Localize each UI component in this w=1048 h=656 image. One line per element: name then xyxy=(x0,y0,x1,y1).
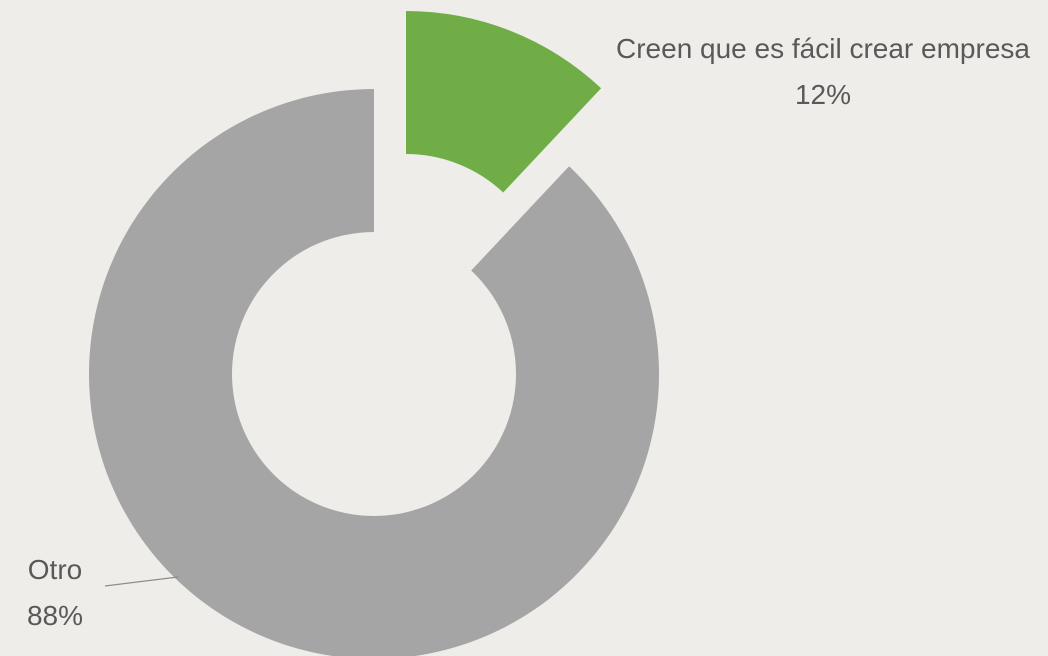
category-label: Creen que es fácil crear empresa xyxy=(616,33,1030,64)
value-label: 12% xyxy=(794,79,852,110)
category-label: Otro xyxy=(27,554,83,585)
slice-label: Creen que es fácil crear empresa 12% xyxy=(598,26,1048,118)
leader-line xyxy=(104,576,179,587)
donut-slice xyxy=(89,89,659,656)
value-label: 88% xyxy=(26,600,84,631)
slice-label: Otro 88% xyxy=(0,547,110,639)
donut-slice xyxy=(406,11,602,193)
